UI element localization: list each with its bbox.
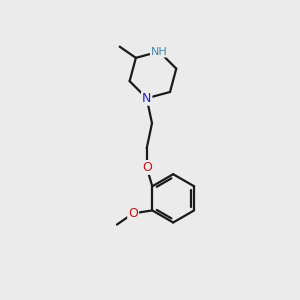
Text: O: O [128, 207, 138, 220]
Text: O: O [142, 161, 152, 174]
Text: NH: NH [151, 46, 168, 57]
Text: N: N [142, 92, 152, 105]
